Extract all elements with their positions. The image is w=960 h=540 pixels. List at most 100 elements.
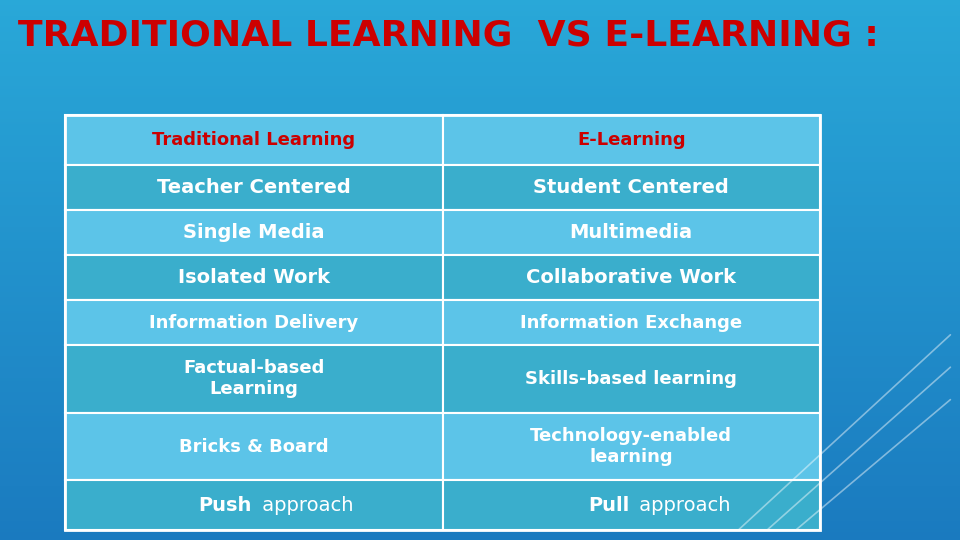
Bar	[0, 329, 960, 332]
Text: Pull: Pull	[588, 496, 629, 515]
Bar	[0, 159, 960, 162]
Bar	[0, 143, 960, 146]
Bar	[0, 370, 960, 373]
Bar	[0, 343, 960, 346]
Bar	[0, 221, 960, 224]
Bar	[0, 275, 960, 278]
Bar	[0, 437, 960, 440]
Bar	[0, 359, 960, 362]
Bar	[0, 386, 960, 389]
Bar	[0, 294, 960, 297]
Bar	[0, 348, 960, 351]
Bar	[0, 35, 960, 38]
Bar	[0, 375, 960, 378]
Bar	[0, 97, 960, 100]
Bar	[0, 389, 960, 392]
Bar	[0, 526, 960, 529]
Text: TRADITIONAL LEARNING  VS E-LEARNING :: TRADITIONAL LEARNING VS E-LEARNING :	[18, 18, 878, 52]
Bar	[0, 32, 960, 35]
Bar	[0, 292, 960, 294]
Bar	[0, 94, 960, 97]
Text: Factual-based
Learning: Factual-based Learning	[183, 360, 324, 399]
Bar	[0, 46, 960, 49]
Bar	[0, 162, 960, 165]
Bar	[0, 338, 960, 340]
Bar	[0, 373, 960, 375]
Bar	[0, 135, 960, 138]
Bar	[0, 248, 960, 251]
Bar	[0, 170, 960, 173]
Bar	[0, 232, 960, 235]
Bar	[0, 305, 960, 308]
Text: Skills-based learning: Skills-based learning	[525, 370, 737, 388]
Bar	[0, 402, 960, 405]
Bar	[0, 302, 960, 305]
Bar	[0, 516, 960, 518]
Bar	[0, 181, 960, 184]
Bar	[0, 192, 960, 194]
Bar	[0, 243, 960, 246]
Bar	[0, 432, 960, 435]
Bar	[0, 346, 960, 348]
Bar	[0, 219, 960, 221]
Text: Traditional Learning: Traditional Learning	[153, 131, 355, 149]
Bar	[0, 167, 960, 170]
Bar	[0, 235, 960, 238]
Bar	[0, 51, 960, 54]
Bar	[0, 267, 960, 270]
Bar	[0, 130, 960, 132]
Bar	[0, 310, 960, 313]
Bar	[0, 8, 960, 11]
Bar	[0, 57, 960, 59]
Bar	[0, 105, 960, 108]
Bar	[0, 254, 960, 256]
Bar	[443, 345, 820, 413]
Bar	[0, 62, 960, 65]
Bar	[443, 115, 820, 165]
Bar	[0, 178, 960, 181]
Bar	[0, 470, 960, 472]
Bar	[0, 208, 960, 211]
Bar	[0, 427, 960, 429]
Bar	[0, 216, 960, 219]
Bar	[0, 278, 960, 281]
Bar	[65, 413, 443, 481]
Bar	[0, 3, 960, 5]
Bar	[0, 89, 960, 92]
Bar	[0, 505, 960, 508]
Bar	[0, 532, 960, 535]
Bar	[0, 489, 960, 491]
Bar	[0, 194, 960, 197]
Bar	[0, 354, 960, 356]
Bar	[0, 486, 960, 489]
Bar	[0, 59, 960, 62]
Bar	[0, 421, 960, 424]
Bar	[0, 138, 960, 140]
Bar	[0, 448, 960, 451]
Bar	[0, 340, 960, 343]
Bar	[0, 478, 960, 481]
Bar	[0, 256, 960, 259]
Bar	[0, 157, 960, 159]
Bar	[0, 383, 960, 386]
Text: E-Learning: E-Learning	[577, 131, 685, 149]
Bar	[0, 462, 960, 464]
Bar	[443, 165, 820, 210]
Bar	[0, 513, 960, 516]
Text: Technology-enabled
learning: Technology-enabled learning	[530, 427, 732, 466]
Text: Student Centered: Student Centered	[534, 178, 730, 197]
Bar	[0, 151, 960, 154]
Bar	[0, 40, 960, 43]
Bar	[0, 281, 960, 284]
Bar	[0, 459, 960, 462]
Bar	[0, 240, 960, 243]
Bar	[0, 202, 960, 205]
Bar	[0, 324, 960, 327]
Bar	[0, 400, 960, 402]
Text: approach: approach	[634, 496, 731, 515]
Bar	[0, 65, 960, 68]
Bar	[0, 392, 960, 394]
Bar	[0, 286, 960, 289]
Bar	[0, 186, 960, 189]
Bar	[0, 127, 960, 130]
